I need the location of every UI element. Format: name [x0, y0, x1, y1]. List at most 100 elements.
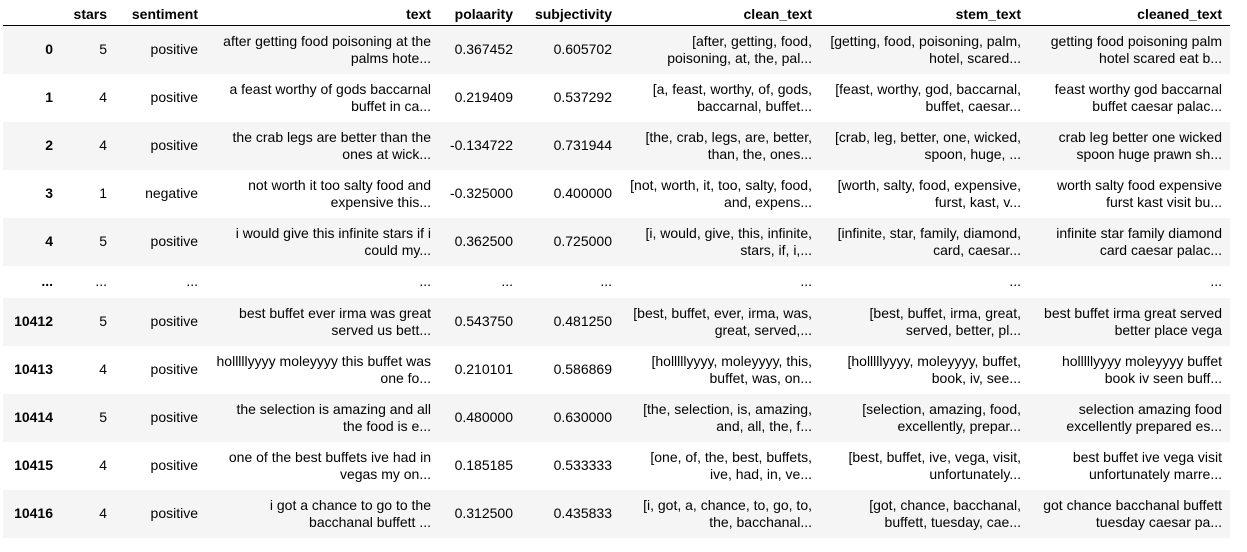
cell-sentiment: positive: [150, 137, 198, 153]
cell-stem-text: [getting, food, poisoning, palm, hotel, …: [830, 32, 1021, 66]
cell-clean-text: [best, buffet, ever, irma, was, great, s…: [633, 304, 812, 338]
cell-subjectivity: 0.630000: [553, 409, 612, 425]
cell-polaarity: 0.312500: [454, 505, 513, 521]
cell-text: after getting food poisoning at the palm…: [223, 32, 431, 66]
cell-clean-text: [holllllyyyy, moleyyyy, this, buffet, wa…: [651, 352, 812, 386]
cell-sentiment: positive: [150, 233, 198, 249]
cell-stars: 5: [99, 233, 107, 249]
cell-clean-text: [not, worth, it, too, salty, food, and, …: [630, 176, 812, 210]
cell-subjectivity: 0.725000: [553, 233, 612, 249]
column-header-stars: stars: [61, 3, 115, 26]
cell-text: the selection is amazing and all the foo…: [236, 400, 431, 434]
dataframe-output: stars sentiment text polaarity subjectivity c…: [3, 3, 1230, 538]
cell-stars: 5: [99, 41, 107, 58]
cell-sentiment: positive: [150, 457, 198, 473]
cell-clean-text: [one, of, the, best, buffets, ive, had, …: [650, 448, 812, 482]
cell-subjectivity: 0.533333: [553, 457, 612, 473]
table-row: 10412 5 positive best buffet ever irma was …: [3, 297, 1230, 346]
table-row: 10416 4 positive i got a chance to go to th…: [3, 489, 1230, 538]
cell-stars: 4: [99, 505, 107, 521]
cell-subjectivity: 0.605702: [553, 41, 612, 58]
cell-clean-text: ...: [800, 273, 812, 289]
cell-stars: 4: [99, 137, 107, 153]
cell-polaarity: 0.210101: [454, 361, 513, 377]
cell-stars: 4: [99, 457, 107, 473]
dataframe-table: stars sentiment text polaarity subjectivity c…: [3, 3, 1230, 538]
table-body: 0 5 positive after getting food poisoning a…: [3, 25, 1230, 538]
table-row: 2 4 positive the crab legs are better than …: [3, 121, 1230, 170]
column-header-polaarity: polaarity: [439, 3, 521, 26]
row-index: 3: [45, 185, 53, 201]
cell-stem-text: ...: [1009, 273, 1021, 289]
cell-sentiment: positive: [150, 505, 198, 521]
row-index: 4: [45, 233, 53, 249]
cell-clean-text: [i, would, give, this, infinite, stars, …: [645, 224, 812, 258]
column-header-sentiment: sentiment: [115, 3, 206, 26]
row-index: 10413: [14, 361, 53, 377]
cell-cleaned-text: best buffet ive vega visit unfortunately…: [1072, 448, 1222, 482]
cell-text: best buffet ever irma was great served u…: [239, 304, 431, 338]
cell-cleaned-text: crab leg better one wicked spoon huge pr…: [1058, 128, 1222, 162]
cell-stars: ...: [95, 273, 107, 289]
cell-sentiment: ...: [186, 273, 198, 289]
cell-polaarity: 0.185185: [454, 457, 513, 473]
table-row: 10413 4 positive holllllyyyy moleyyyy this …: [3, 345, 1230, 394]
cell-stem-text: [best, buffet, irma, great, served, bett…: [869, 304, 1021, 338]
cell-subjectivity: ...: [600, 273, 612, 289]
cell-stars: 4: [99, 361, 107, 377]
cell-polaarity: 0.362500: [454, 233, 513, 249]
cell-stars: 5: [99, 409, 107, 425]
cell-subjectivity: 0.400000: [553, 185, 612, 201]
cell-stars: 1: [99, 185, 107, 201]
cell-text: i got a chance to go to the bacchanal bu…: [269, 496, 431, 530]
cell-cleaned-text: feast worthy god baccarnal buffet caesar…: [1054, 80, 1222, 114]
cell-cleaned-text: selection amazing food excellently prepa…: [1066, 400, 1222, 434]
cell-subjectivity: 0.481250: [553, 313, 612, 329]
row-index: 2: [45, 137, 53, 153]
table-row: 4 5 positive i would give this infinite sta…: [3, 217, 1230, 266]
cell-polaarity: 0.480000: [454, 409, 513, 425]
cell-stars: 4: [99, 89, 107, 105]
cell-sentiment: positive: [150, 361, 198, 377]
row-index: 1: [45, 89, 53, 105]
cell-stem-text: [holllllyyyy, moleyyyy, buffet, book, iv…: [847, 352, 1021, 386]
cell-text: ...: [419, 273, 431, 289]
column-header-stem-text: stem_text: [820, 3, 1029, 26]
cell-text: i would give this infinite stars if i co…: [235, 224, 431, 258]
column-header-subjectivity: subjectivity: [521, 3, 620, 26]
cell-clean-text: [i, got, a, chance, to, go, to, the, bac…: [643, 496, 812, 530]
cell-polaarity: -0.325000: [449, 185, 513, 201]
column-header-clean-text: clean_text: [620, 3, 820, 26]
cell-subjectivity: 0.435833: [553, 505, 612, 521]
cell-polaarity: ...: [501, 273, 513, 289]
cell-subjectivity: 0.586869: [553, 361, 612, 377]
column-header-cleaned-text: cleaned_text: [1029, 3, 1230, 26]
cell-polaarity: 0.367452: [454, 41, 513, 58]
cell-subjectivity: 0.731944: [553, 137, 612, 153]
row-index: 10415: [14, 457, 53, 473]
table-row: 10414 5 positive the selection is amazing a…: [3, 393, 1230, 442]
cell-cleaned-text: infinite star family diamond card caesar…: [1056, 224, 1222, 258]
row-index: 0: [45, 41, 53, 58]
cell-text: not worth it too salty food and expensiv…: [248, 176, 431, 210]
ellipsis-row: ...........................: [3, 265, 1230, 298]
table-row: 10415 4 positive one of the best buffets iv…: [3, 441, 1230, 490]
row-index: 10414: [14, 409, 53, 425]
cell-cleaned-text: best buffet irma great served better pla…: [1044, 304, 1222, 338]
cell-sentiment: positive: [150, 89, 198, 105]
cell-text: holllllyyyy moleyyyy this buffet was one…: [216, 352, 431, 386]
header-row: stars sentiment text polaarity subjectivity c…: [3, 3, 1230, 26]
cell-stars: 5: [99, 313, 107, 329]
cell-stem-text: [got, chance, bacchanal, buffett, tuesda…: [869, 496, 1021, 530]
cell-sentiment: positive: [150, 313, 198, 329]
cell-cleaned-text: ...: [1210, 273, 1222, 289]
cell-stem-text: [selection, amazing, food, excellently, …: [862, 400, 1021, 434]
table-row: 1 4 positive a feast worthy of gods baccarn…: [3, 73, 1230, 122]
cell-sentiment: positive: [150, 41, 198, 58]
column-header-text: text: [206, 3, 439, 26]
cell-polaarity: -0.134722: [449, 137, 513, 153]
table-row: 0 5 positive after getting food poisoning a…: [3, 25, 1230, 74]
cell-polaarity: 0.219409: [454, 89, 513, 105]
row-index: ...: [41, 273, 53, 289]
cell-cleaned-text: getting food poisoning palm hotel scared…: [1050, 32, 1222, 66]
